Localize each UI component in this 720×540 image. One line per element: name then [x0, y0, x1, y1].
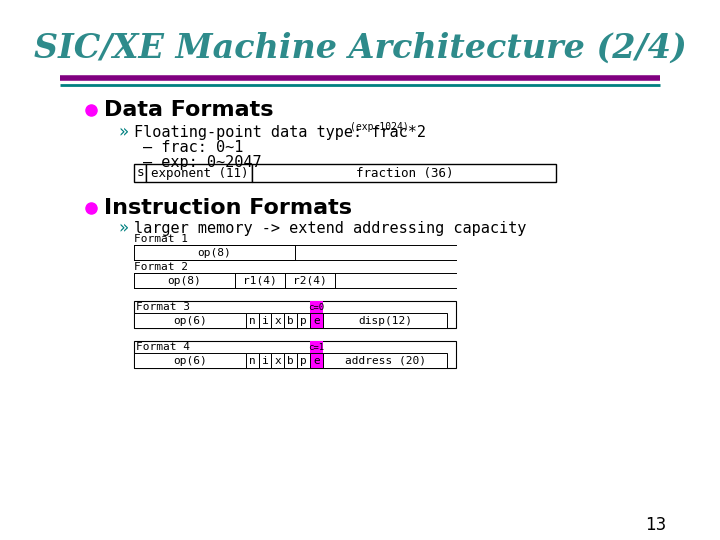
Text: i: i	[261, 315, 269, 326]
Text: s: s	[137, 166, 144, 179]
Bar	[271, 353, 284, 368]
Bar	[284, 313, 297, 328]
Bar	[310, 313, 323, 328]
Text: – exp: 0~2047: – exp: 0~2047	[143, 154, 261, 170]
Text: Format 3: Format 3	[136, 302, 190, 312]
Bar	[134, 164, 146, 182]
Text: r2(4): r2(4)	[293, 275, 327, 286]
Text: Floating-point data type: frac*2: Floating-point data type: frac*2	[134, 125, 426, 139]
Bar	[246, 313, 258, 328]
Text: »: »	[119, 219, 129, 237]
Bar	[258, 353, 271, 368]
Bar	[246, 353, 258, 368]
Text: r1(4): r1(4)	[243, 275, 276, 286]
Bar	[134, 313, 246, 328]
Text: op(6): op(6)	[173, 315, 207, 326]
Text: (exp-1024): (exp-1024)	[351, 122, 409, 132]
Text: p: p	[300, 315, 307, 326]
Text: SIC/XE Machine Architecture (2/4): SIC/XE Machine Architecture (2/4)	[34, 31, 686, 64]
Text: Format 1: Format 1	[134, 234, 188, 244]
Text: c=0: c=0	[308, 302, 325, 312]
Bar	[310, 353, 323, 368]
Bar	[323, 313, 448, 328]
Bar	[271, 313, 284, 328]
Text: larger memory -> extend addressing capacity: larger memory -> extend addressing capac…	[134, 220, 526, 235]
Bar	[134, 301, 456, 328]
Text: – frac: 0~1: – frac: 0~1	[143, 139, 243, 154]
Text: e: e	[313, 355, 320, 366]
Text: Format 2: Format 2	[134, 262, 188, 272]
Bar	[134, 245, 295, 260]
Text: e: e	[313, 315, 320, 326]
Bar	[310, 301, 323, 313]
Bar	[252, 164, 557, 182]
Text: disp(12): disp(12)	[358, 315, 412, 326]
Text: c=1: c=1	[308, 342, 325, 352]
Text: b: b	[287, 355, 294, 366]
Bar	[134, 353, 246, 368]
Bar	[297, 313, 310, 328]
Bar	[235, 273, 285, 288]
Text: exponent (11): exponent (11)	[150, 166, 248, 179]
Text: »: »	[119, 123, 129, 141]
Text: fraction (36): fraction (36)	[356, 166, 453, 179]
Text: n: n	[249, 355, 256, 366]
Text: Format 4: Format 4	[136, 342, 190, 352]
Text: n: n	[249, 315, 256, 326]
Bar	[146, 164, 252, 182]
Bar	[258, 313, 271, 328]
Text: 13: 13	[644, 516, 666, 534]
Text: Data Formats: Data Formats	[104, 100, 274, 120]
Bar	[297, 353, 310, 368]
Bar	[134, 341, 456, 368]
Text: address (20): address (20)	[345, 355, 426, 366]
Text: x: x	[274, 315, 282, 326]
Text: op(8): op(8)	[168, 275, 202, 286]
Text: b: b	[287, 315, 294, 326]
Text: op(8): op(8)	[198, 247, 231, 258]
Bar	[134, 273, 235, 288]
Text: op(6): op(6)	[173, 355, 207, 366]
Bar	[323, 353, 448, 368]
Bar	[285, 273, 335, 288]
Bar	[310, 341, 323, 353]
Text: x: x	[274, 355, 282, 366]
Text: p: p	[300, 355, 307, 366]
Bar	[284, 353, 297, 368]
Text: i: i	[261, 355, 269, 366]
Text: Instruction Formats: Instruction Formats	[104, 198, 352, 218]
